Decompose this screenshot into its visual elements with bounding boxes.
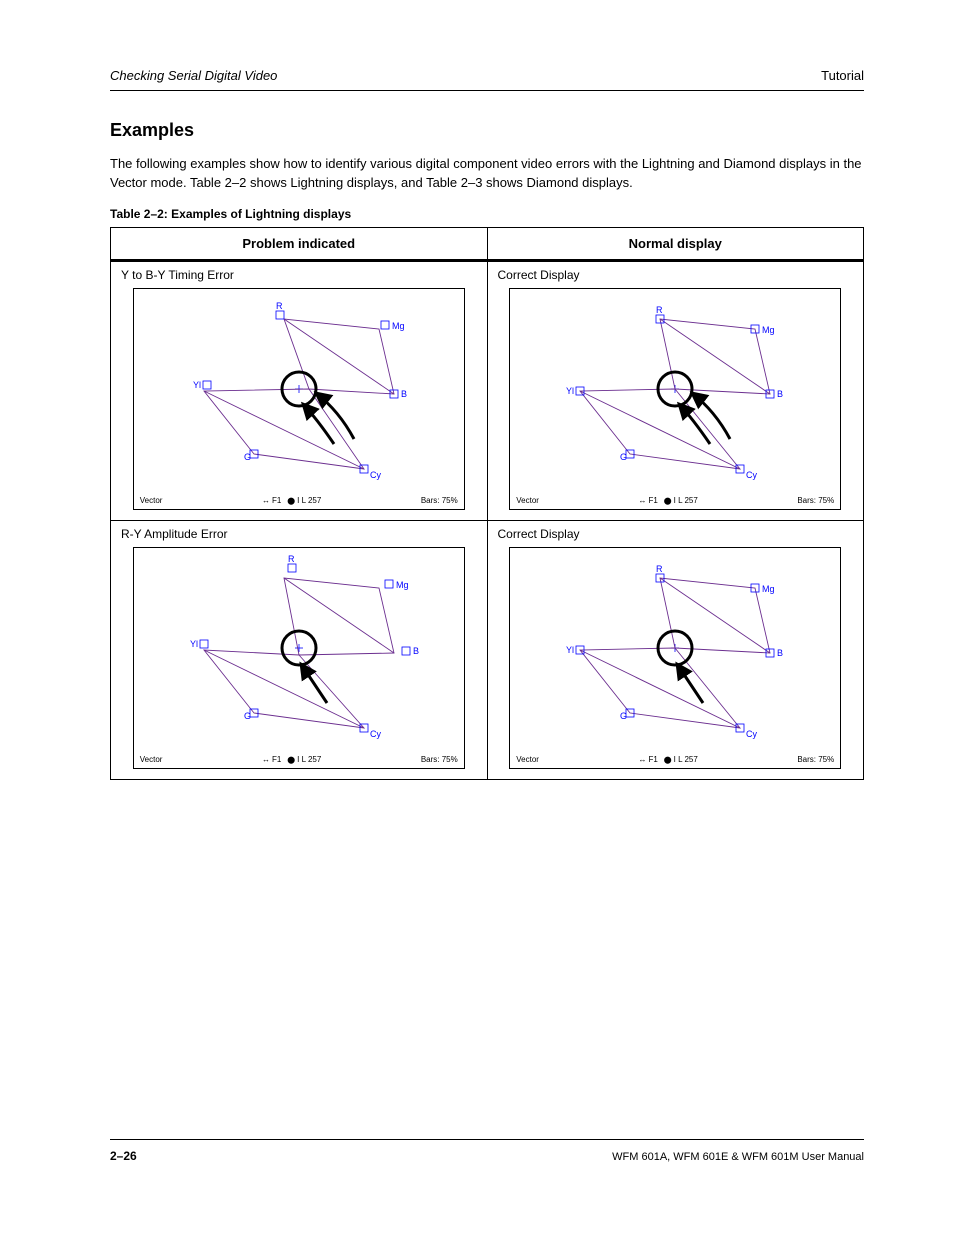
svg-text:B: B [777,389,783,399]
svg-text:Yl: Yl [566,386,574,396]
header-rule [110,90,864,91]
cell-r2c2: Correct Display R Mg B Cy G Yl Vector F1 I L … [487,520,864,779]
scope-mode-label: Vector [140,496,163,505]
svg-text:Yl: Yl [193,380,201,390]
cell-r1c2: Correct Display R Mg B Cy G Yl Vector F1 I L … [487,260,864,520]
svg-text:B: B [413,646,419,656]
cell-caption: Correct Display [498,268,856,282]
scope-footer: Vector F1 I L 257 Bars: 75% [516,755,834,764]
ref-indicator: I L 257 [664,755,698,764]
lightning-scope: R Mg B Cy G Yl Vector F1 I L 257 Bars: 75% [133,547,465,769]
svg-text:R: R [656,564,663,574]
svg-text:B: B [401,389,407,399]
scope-footer: Vector F1 I L 257 Bars: 75% [140,755,458,764]
svg-text:R: R [276,301,283,311]
svg-text:G: G [620,711,627,721]
ref-indicator: I L 257 [287,755,321,764]
bars-label: Bars: 75% [421,496,458,505]
svg-text:Mg: Mg [392,321,405,331]
cell-caption: Correct Display [498,527,856,541]
footer-rule [110,1139,864,1140]
running-head-title: Checking Serial Digital Video [110,68,277,83]
svg-text:Cy: Cy [370,729,381,739]
cell-r1c1: Y to B-Y Timing Error R Mg B Cy G Yl Vector F… [111,260,488,520]
table-row: Y to B-Y Timing Error R Mg B Cy G Yl Vector F… [111,260,864,520]
svg-text:G: G [244,452,251,462]
vector-diagram: R Mg B Cy G Yl [134,548,464,768]
field-indicator: F1 [638,755,657,764]
page-number: 2–26 [110,1149,137,1163]
svg-text:Mg: Mg [762,325,775,335]
svg-text:Mg: Mg [396,580,409,590]
table-row: R-Y Amplitude Error R Mg B Cy G Yl Vector F1 … [111,520,864,779]
svg-text:G: G [244,711,251,721]
svg-text:Yl: Yl [190,639,198,649]
cell-caption: Y to B-Y Timing Error [121,268,479,282]
svg-text:G: G [620,452,627,462]
col-header-normal: Normal display [487,227,864,260]
lightning-scope: R Mg B Cy G Yl Vector F1 I L 257 Bars: 75% [509,547,841,769]
vector-diagram: R Mg B Cy G Yl [510,548,840,768]
vector-diagram: R Mg B Cy G Yl [134,289,464,509]
ref-indicator: I L 257 [664,496,698,505]
field-indicator: F1 [262,496,281,505]
svg-text:Mg: Mg [762,584,775,594]
running-head-section: Tutorial [821,68,864,83]
col-header-problem: Problem indicated [111,227,488,260]
scope-mode-label: Vector [516,496,539,505]
section-heading: Examples [110,120,864,141]
svg-text:R: R [288,554,295,564]
scope-mode-label: Vector [516,755,539,764]
field-indicator: F1 [262,755,281,764]
svg-text:Cy: Cy [370,470,381,480]
vector-diagram: R Mg B Cy G Yl [510,289,840,509]
scope-footer: Vector F1 I L 257 Bars: 75% [140,496,458,505]
cell-r2c1: R-Y Amplitude Error R Mg B Cy G Yl Vector F1 … [111,520,488,779]
svg-text:R: R [656,305,663,315]
figure-table: Problem indicated Normal display Y to B-… [110,227,864,780]
bars-label: Bars: 75% [797,496,834,505]
svg-text:B: B [777,648,783,658]
body-column: Examples The following examples show how… [110,120,864,780]
table-header-row: Problem indicated Normal display [111,227,864,260]
lightning-scope: R Mg B Cy G Yl Vector F1 I L 257 Bars: 75% [133,288,465,510]
svg-text:Cy: Cy [746,470,757,480]
bars-label: Bars: 75% [797,755,834,764]
intro-paragraph: The following examples show how to ident… [110,155,864,193]
scope-mode-label: Vector [140,755,163,764]
svg-text:Cy: Cy [746,729,757,739]
field-indicator: F1 [638,496,657,505]
scope-footer: Vector F1 I L 257 Bars: 75% [516,496,834,505]
bars-label: Bars: 75% [421,755,458,764]
page: Checking Serial Digital Video Tutorial E… [0,0,954,1235]
lightning-scope: R Mg B Cy G Yl Vector F1 I L 257 Bars: 75% [509,288,841,510]
ref-indicator: I L 257 [287,496,321,505]
svg-text:Yl: Yl [566,645,574,655]
table-caption: Table 2–2: Examples of Lightning display… [110,207,864,221]
manual-title: WFM 601A, WFM 601E & WFM 601M User Manua… [612,1151,864,1163]
cell-caption: R-Y Amplitude Error [121,527,479,541]
